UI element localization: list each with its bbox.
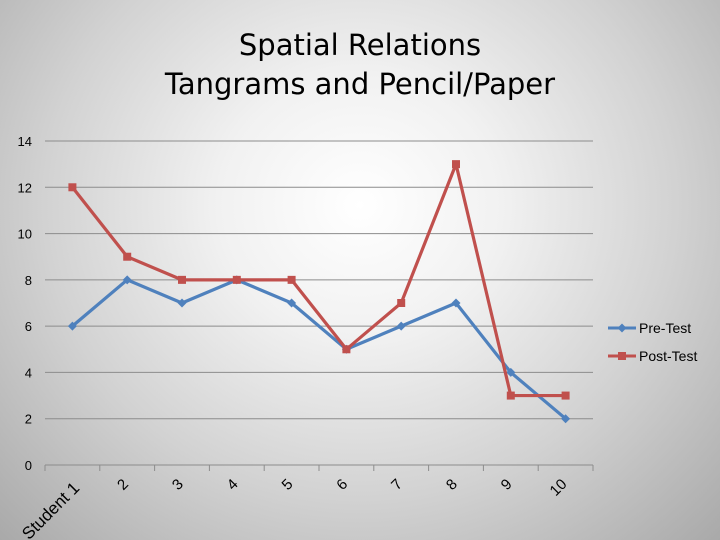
data-point (67, 321, 77, 331)
series-line-1 (71, 278, 567, 420)
data-point (451, 298, 461, 308)
legend-marker (618, 352, 626, 360)
legend-label: Post-Test (639, 348, 697, 364)
data-point (452, 160, 460, 169)
y-tick-label: 4 (25, 365, 32, 380)
data-point (506, 367, 516, 377)
x-tick-label: 10 (547, 476, 571, 500)
data-point (123, 252, 132, 261)
y-tick-label: 8 (25, 273, 32, 288)
data-point (287, 275, 296, 284)
data-point (177, 298, 187, 308)
x-tick-label: 3 (169, 476, 187, 494)
y-tick-label: 6 (25, 319, 32, 334)
x-tick-label: 6 (333, 476, 351, 494)
x-tick-label: 2 (114, 476, 132, 494)
x-tick-label: Student 1 (18, 478, 83, 540)
data-point (178, 275, 186, 284)
data-point (397, 299, 406, 307)
y-tick-label: 2 (25, 412, 32, 427)
y-tick-label: 10 (18, 227, 32, 242)
data-point (506, 391, 515, 400)
y-tick-label: 0 (25, 458, 32, 473)
data-point (342, 345, 351, 354)
x-tick-label: 8 (443, 476, 461, 494)
data-point (122, 275, 132, 285)
series-line-2 (71, 162, 566, 398)
chart-title: Spatial Relations Tangrams and Pencil/Pa… (0, 26, 720, 104)
x-tick-label: 7 (388, 476, 406, 494)
legend-marker (617, 323, 627, 333)
y-tick-label: 12 (18, 180, 32, 195)
y-tick-label: 14 (18, 134, 32, 149)
data-point (561, 414, 571, 424)
data-point (287, 298, 297, 308)
x-tick-label: 5 (279, 476, 297, 494)
data-point (396, 321, 406, 331)
data-point (68, 183, 77, 192)
chart-title-line1: Spatial Relations (238, 28, 482, 62)
x-tick-label: 9 (498, 476, 516, 494)
legend-label: Pre-Test (639, 320, 691, 336)
x-tick-label: 4 (224, 476, 242, 494)
chart-title-line2: Tangrams and Pencil/Paper (164, 67, 556, 101)
data-point (561, 391, 570, 400)
data-point (232, 275, 241, 284)
